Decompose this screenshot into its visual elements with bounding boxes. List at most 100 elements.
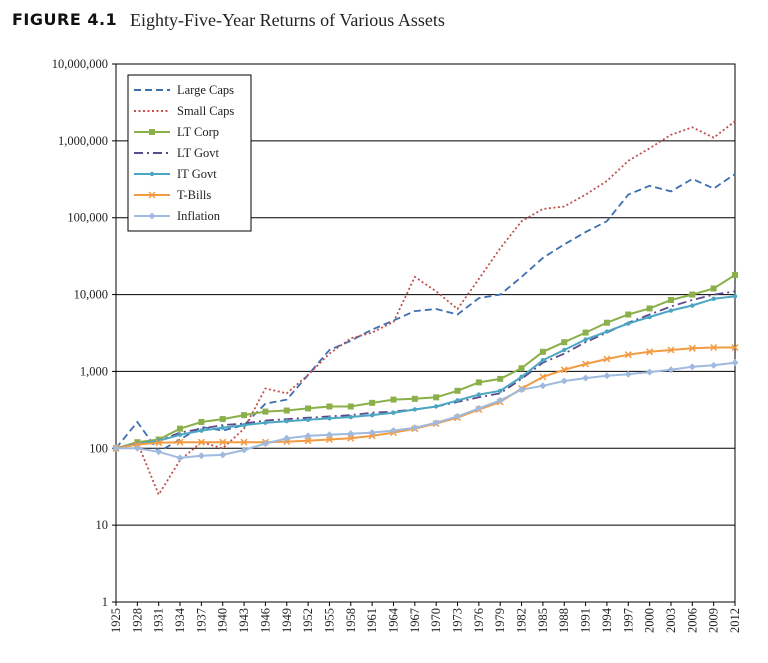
data-point [732,294,738,299]
data-point [732,271,738,278]
legend-marker-it-govt [149,171,155,177]
data-point [539,373,547,381]
data-point [647,314,652,320]
data-point [711,296,716,302]
x-tick-label: 1937 [194,608,208,633]
data-point [689,291,696,298]
legend-marker-lt-corp [149,129,155,135]
data-point [327,416,332,421]
x-tick-label: 1979 [493,608,507,633]
figure-label: FIGURE 4.1 [12,10,118,29]
data-point [304,432,312,440]
y-tick-label: 1 [102,595,108,609]
data-point [432,419,440,427]
x-tick-label: 1949 [280,608,294,633]
legend: Large Caps Small Caps LT Corp LT Govt IT Gov… [127,74,252,232]
data-point [369,399,376,406]
series-line-lt-govt [115,290,736,450]
data-point [176,454,184,462]
x-tick-label: 1943 [237,608,251,633]
data-point [197,438,205,446]
data-point [624,370,632,378]
x-tick-label: 1982 [515,608,529,633]
data-point [625,311,632,318]
data-point [626,321,631,326]
series-it-govt [113,294,738,451]
data-point [284,419,289,424]
data-point [646,368,654,376]
legend-marker-inflation [148,212,156,220]
data-point [624,351,632,359]
legend-marker-t-bills [148,191,156,199]
data-point [219,451,227,459]
data-point [369,412,375,418]
data-point [688,344,696,352]
series-large-caps [115,173,736,453]
x-tick-label: 1997 [621,608,635,633]
data-point [325,435,333,444]
x-tick-label: 1925 [109,608,123,633]
data-point [347,430,355,438]
data-point [561,339,568,346]
legend-label-small-caps: Small Caps [177,104,234,118]
x-tick-label: 1964 [386,607,400,633]
series-lt-corp [113,271,738,452]
data-point [348,414,353,420]
y-tick-label: 100 [89,441,108,455]
data-point [199,428,204,433]
data-point [240,446,248,454]
data-point [475,404,483,412]
data-point [262,408,269,415]
x-tick-label: 2000 [643,608,657,633]
data-point [667,296,674,303]
data-point [368,429,376,437]
data-point [560,366,568,374]
data-point [710,343,718,351]
legend-label-lt-corp: LT Corp [177,125,219,139]
data-point [688,363,696,371]
data-point [582,360,590,368]
data-point [433,394,440,401]
legend-label-t-bills: T-Bills [177,188,211,202]
data-point [667,346,675,354]
x-tick-label: 2009 [707,608,721,633]
data-point [155,439,163,447]
data-point [133,440,141,449]
data-point [326,403,333,410]
y-tick-label: 10,000,000 [52,57,108,71]
data-point [519,374,524,380]
x-tick-label: 1952 [301,608,315,633]
x-tick-label: 1967 [408,608,422,633]
data-point [710,285,717,292]
data-point [390,396,397,403]
data-point [241,422,247,428]
series-inflation [112,359,739,462]
data-point [731,343,739,351]
x-tick-label: 1961 [365,608,379,633]
data-point [518,386,526,394]
data-point [177,425,184,432]
data-point [220,425,225,430]
data-point [347,403,354,410]
data-point [667,366,675,374]
data-point [412,407,418,412]
data-point [197,452,205,460]
x-tick-label: 1976 [472,608,486,633]
data-point [241,412,248,419]
x-tick-label: 2003 [664,608,678,633]
data-point [476,392,482,397]
x-tick-label: 1934 [173,607,187,633]
x-tick-label: 1988 [557,608,571,633]
data-point [518,365,525,372]
data-point [668,308,674,313]
figure-title: Eighty-Five-Year Returns of Various Asse… [130,10,445,30]
data-point [305,405,312,412]
data-point [582,374,590,382]
data-point [475,379,482,386]
data-point [391,410,396,415]
legend-label-inflation: Inflation [177,209,221,223]
data-point [646,348,654,356]
data-point [283,407,290,414]
data-point [603,355,611,363]
